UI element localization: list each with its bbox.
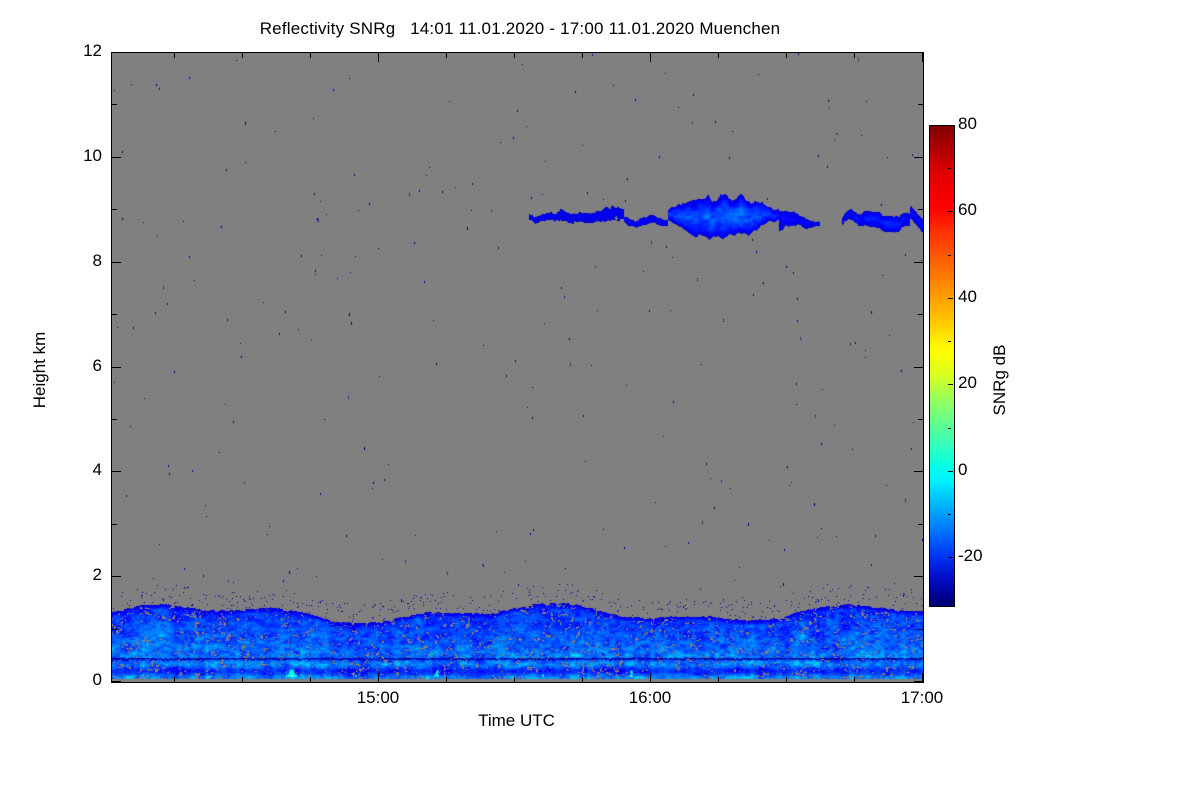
y-tick-major-0 [112, 681, 121, 682]
y-tick-major-right-12 [914, 52, 923, 53]
colorbar-tick-label-20: 20 [958, 373, 977, 392]
colorbar-tick-40 [948, 298, 953, 299]
x-tick-major-top-0 [378, 53, 379, 62]
y-tick-minor-9 [112, 209, 117, 210]
y-tick-label-6: 6 [92, 356, 102, 375]
y-tick-major-right-0 [914, 681, 923, 682]
y-tick-label-0: 0 [92, 670, 102, 689]
y-tick-major-12 [112, 52, 121, 53]
colorbar-tick-minor--10 [948, 514, 951, 515]
colorbar-tick-label-60: 60 [958, 200, 977, 219]
x-tick-minor-top-16.50 [786, 53, 787, 58]
y-tick-major-right-8 [914, 262, 923, 263]
colorbar-tick-minor--30 [948, 601, 951, 602]
x-tick-minor-top-14.50 [242, 53, 243, 58]
y-tick-major-right-6 [914, 367, 923, 368]
x-tick-minor-16.75 [854, 677, 855, 682]
x-tick-minor-15.75 [582, 677, 583, 682]
colorbar-tick-minor-10 [948, 428, 951, 429]
x-tick-major-0 [378, 673, 379, 682]
y-tick-label-8: 8 [92, 251, 102, 270]
y-tick-minor-3 [112, 524, 117, 525]
y-tick-minor-11 [112, 104, 117, 105]
y-tick-major-right-10 [914, 157, 923, 158]
y-tick-major-8 [112, 262, 121, 263]
x-tick-minor-top-16.75 [854, 53, 855, 58]
x-tick-minor-top-14.75 [310, 53, 311, 58]
y-tick-minor-right-1 [918, 629, 923, 630]
x-tick-minor-top-15.25 [446, 53, 447, 58]
colorbar-tick-label-80: 80 [958, 114, 977, 133]
colorbar-tick--20 [948, 557, 953, 558]
y-tick-minor-1 [112, 629, 117, 630]
colorbar-tick-80 [948, 125, 953, 126]
y-tick-label-12: 12 [83, 41, 102, 60]
reflectivity-heatmap [112, 53, 923, 682]
x-tick-minor-top-15.50 [514, 53, 515, 58]
x-tick-major-top-2 [922, 53, 923, 62]
y-tick-major-4 [112, 471, 121, 472]
colorbar-tick-0 [948, 471, 953, 472]
x-tick-minor-14.25 [174, 677, 175, 682]
y-tick-major-2 [112, 576, 121, 577]
x-tick-minor-14.50 [242, 677, 243, 682]
x-tick-major-2 [922, 673, 923, 682]
y-tick-minor-right-5 [918, 419, 923, 420]
colorbar-tick-minor-70 [948, 168, 951, 169]
y-tick-major-right-4 [914, 471, 923, 472]
x-axis-label: Time UTC [478, 711, 555, 730]
colorbar-tick-label--20: -20 [958, 546, 983, 565]
y-tick-minor-right-11 [918, 104, 923, 105]
plot-title: Reflectivity SNRg 14:01 11.01.2020 - 17:… [259, 19, 781, 38]
colorbar-tick-label-0: 0 [958, 460, 968, 479]
colorbar-gradient [930, 126, 954, 606]
plot-area[interactable] [111, 52, 924, 683]
colorbar-tick-20 [948, 384, 953, 385]
colorbar[interactable] [929, 125, 955, 607]
x-tick-major-1 [650, 673, 651, 682]
colorbar-tick-60 [948, 211, 953, 212]
colorbar-tick-minor-30 [948, 341, 951, 342]
y-tick-minor-right-7 [918, 314, 923, 315]
x-tick-major-top-1 [650, 53, 651, 62]
y-tick-label-10: 10 [83, 146, 102, 165]
y-tick-major-6 [112, 367, 121, 368]
x-tick-minor-14.75 [310, 677, 311, 682]
y-tick-minor-right-9 [918, 209, 923, 210]
y-tick-minor-5 [112, 419, 117, 420]
x-tick-minor-16.50 [786, 677, 787, 682]
x-tick-label-0: 15:00 [356, 688, 400, 707]
colorbar-tick-label-40: 40 [958, 287, 977, 306]
x-tick-minor-top-16.25 [718, 53, 719, 58]
y-tick-minor-right-3 [918, 524, 923, 525]
x-tick-minor-15.25 [446, 677, 447, 682]
y-tick-label-4: 4 [92, 460, 102, 479]
y-tick-label-2: 2 [92, 565, 102, 584]
x-tick-minor-top-15.75 [582, 53, 583, 58]
x-tick-minor-16.25 [718, 677, 719, 682]
x-tick-minor-top-14.25 [174, 53, 175, 58]
colorbar-tick-minor-50 [948, 255, 951, 256]
x-tick-label-2: 17:00 [900, 688, 944, 707]
y-tick-minor-7 [112, 314, 117, 315]
x-tick-label-1: 16:00 [628, 688, 672, 707]
x-tick-minor-15.50 [514, 677, 515, 682]
y-tick-major-right-2 [914, 576, 923, 577]
y-tick-major-10 [112, 157, 121, 158]
